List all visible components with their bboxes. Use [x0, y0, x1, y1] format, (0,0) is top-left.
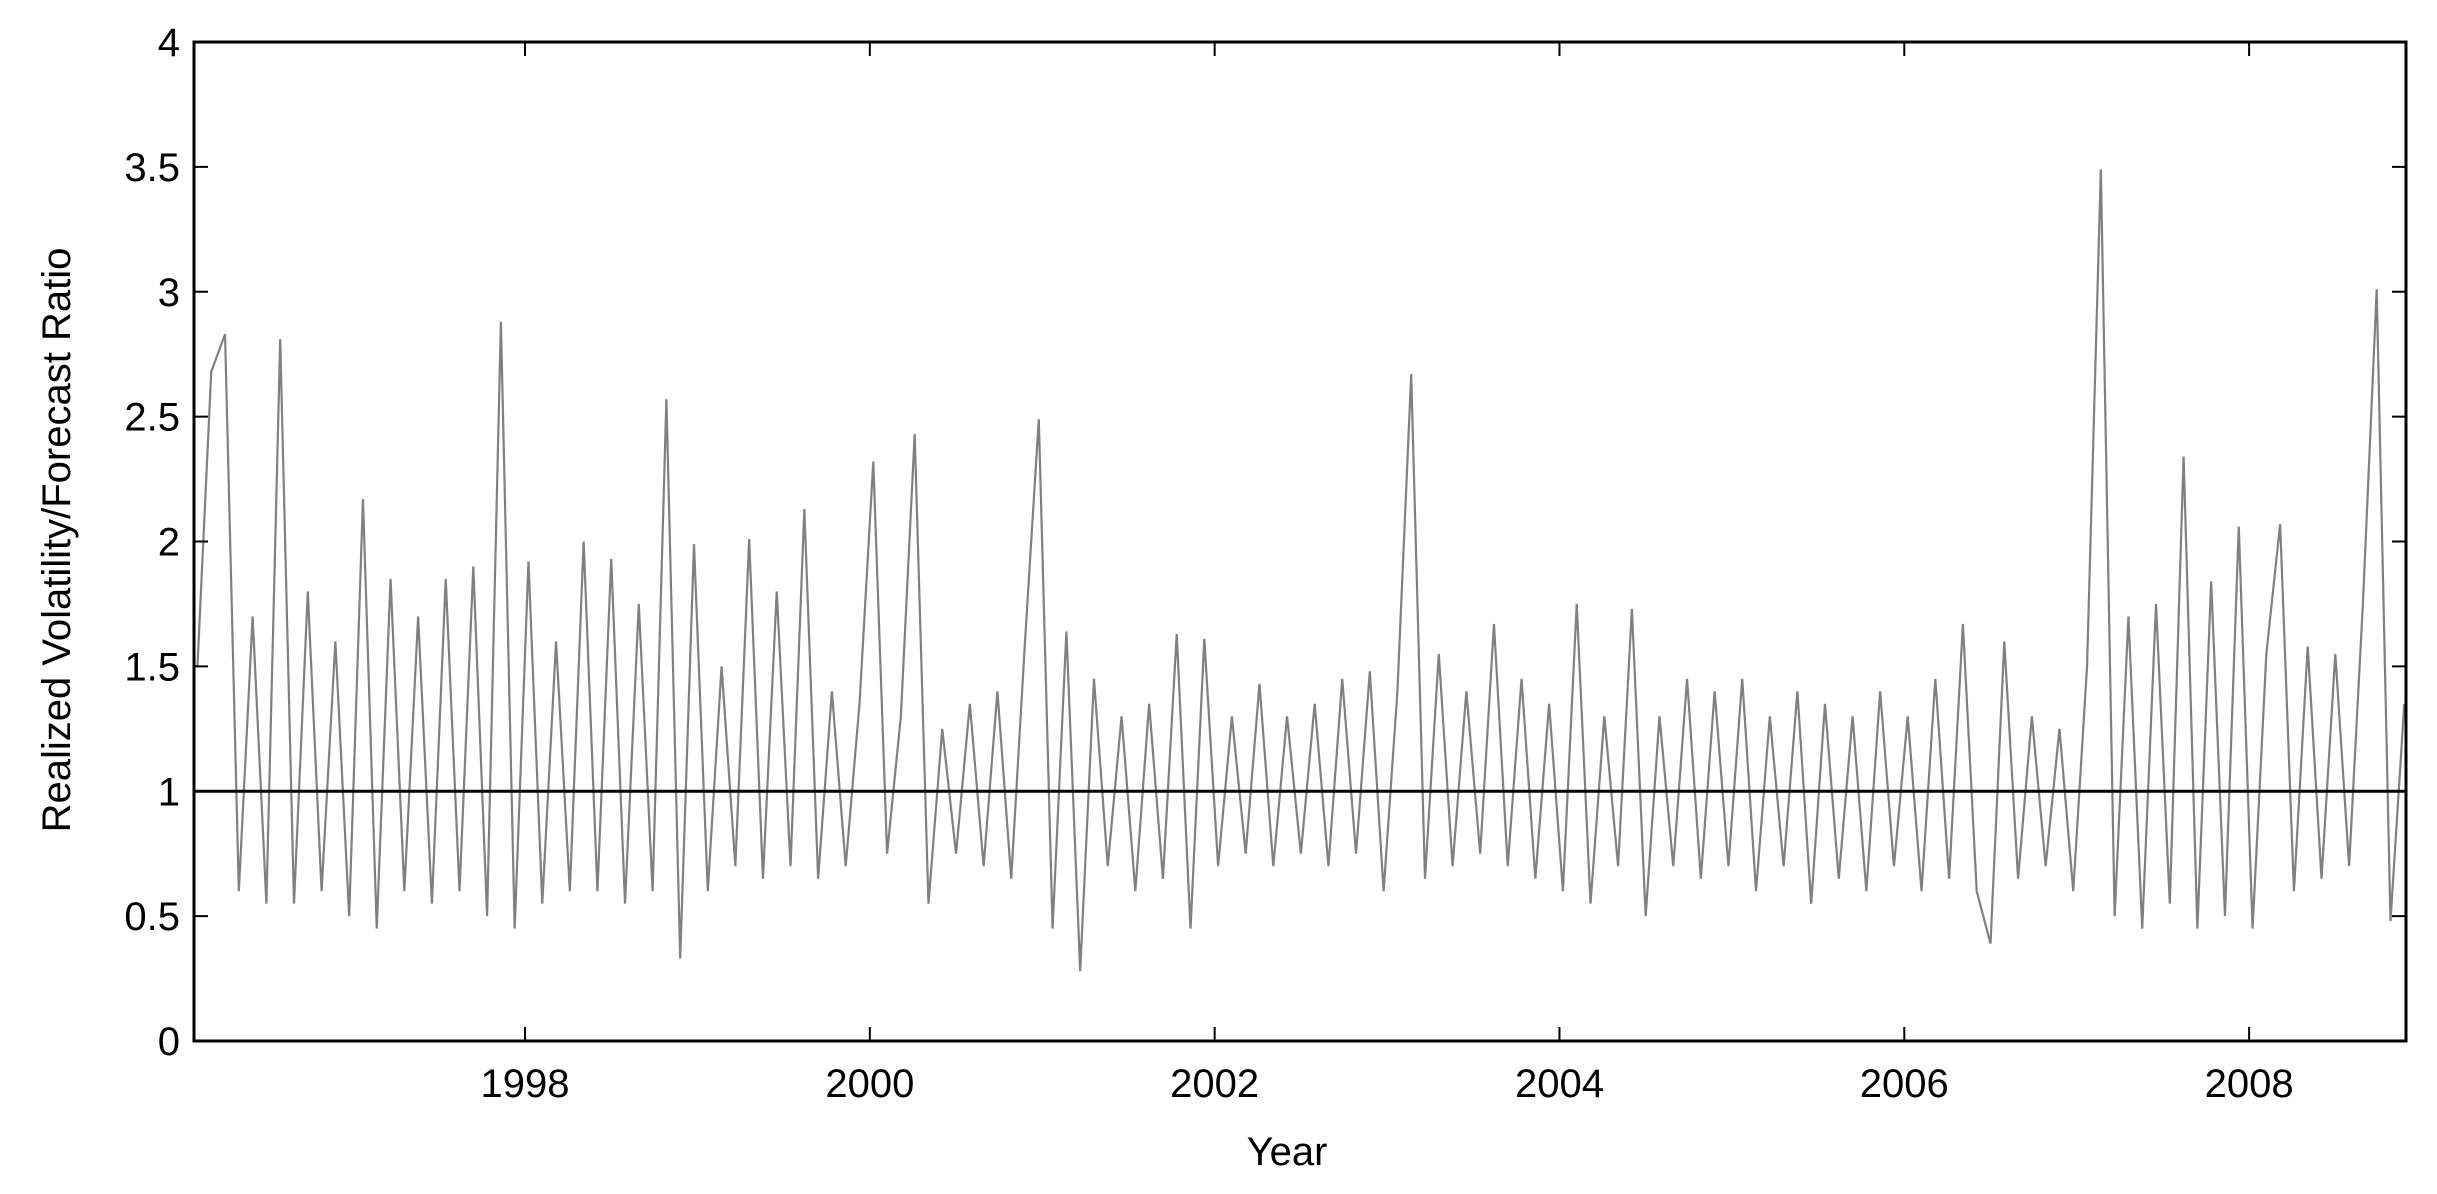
y-tick-label: 0 [158, 1020, 180, 1064]
x-tick-label: 2006 [1860, 1062, 1949, 1106]
y-tick-label: 1.5 [124, 645, 180, 689]
y-tick-label: 2.5 [124, 396, 180, 440]
y-tick-label: 1 [158, 770, 180, 814]
x-tick-label: 1998 [481, 1062, 570, 1106]
x-tick-label: 2008 [2205, 1062, 2294, 1106]
x-tick-label: 2004 [1515, 1062, 1604, 1106]
plot-frame [192, 40, 2408, 1043]
y-tick-label: 3.5 [124, 146, 180, 190]
y-tick-label: 2 [158, 521, 180, 565]
x-axis-label: Year [1247, 1130, 1328, 1174]
y-tick-label: 3 [158, 271, 180, 315]
y-axis-label: Realized Volatility/Forecast Ratio [35, 248, 79, 833]
data-line [196, 169, 2406, 972]
y-tick-label: 0.5 [124, 895, 180, 939]
x-tick-label: 2002 [1170, 1062, 1259, 1106]
y-tick-label: 4 [158, 21, 180, 65]
x-tick-label: 2000 [825, 1062, 914, 1106]
